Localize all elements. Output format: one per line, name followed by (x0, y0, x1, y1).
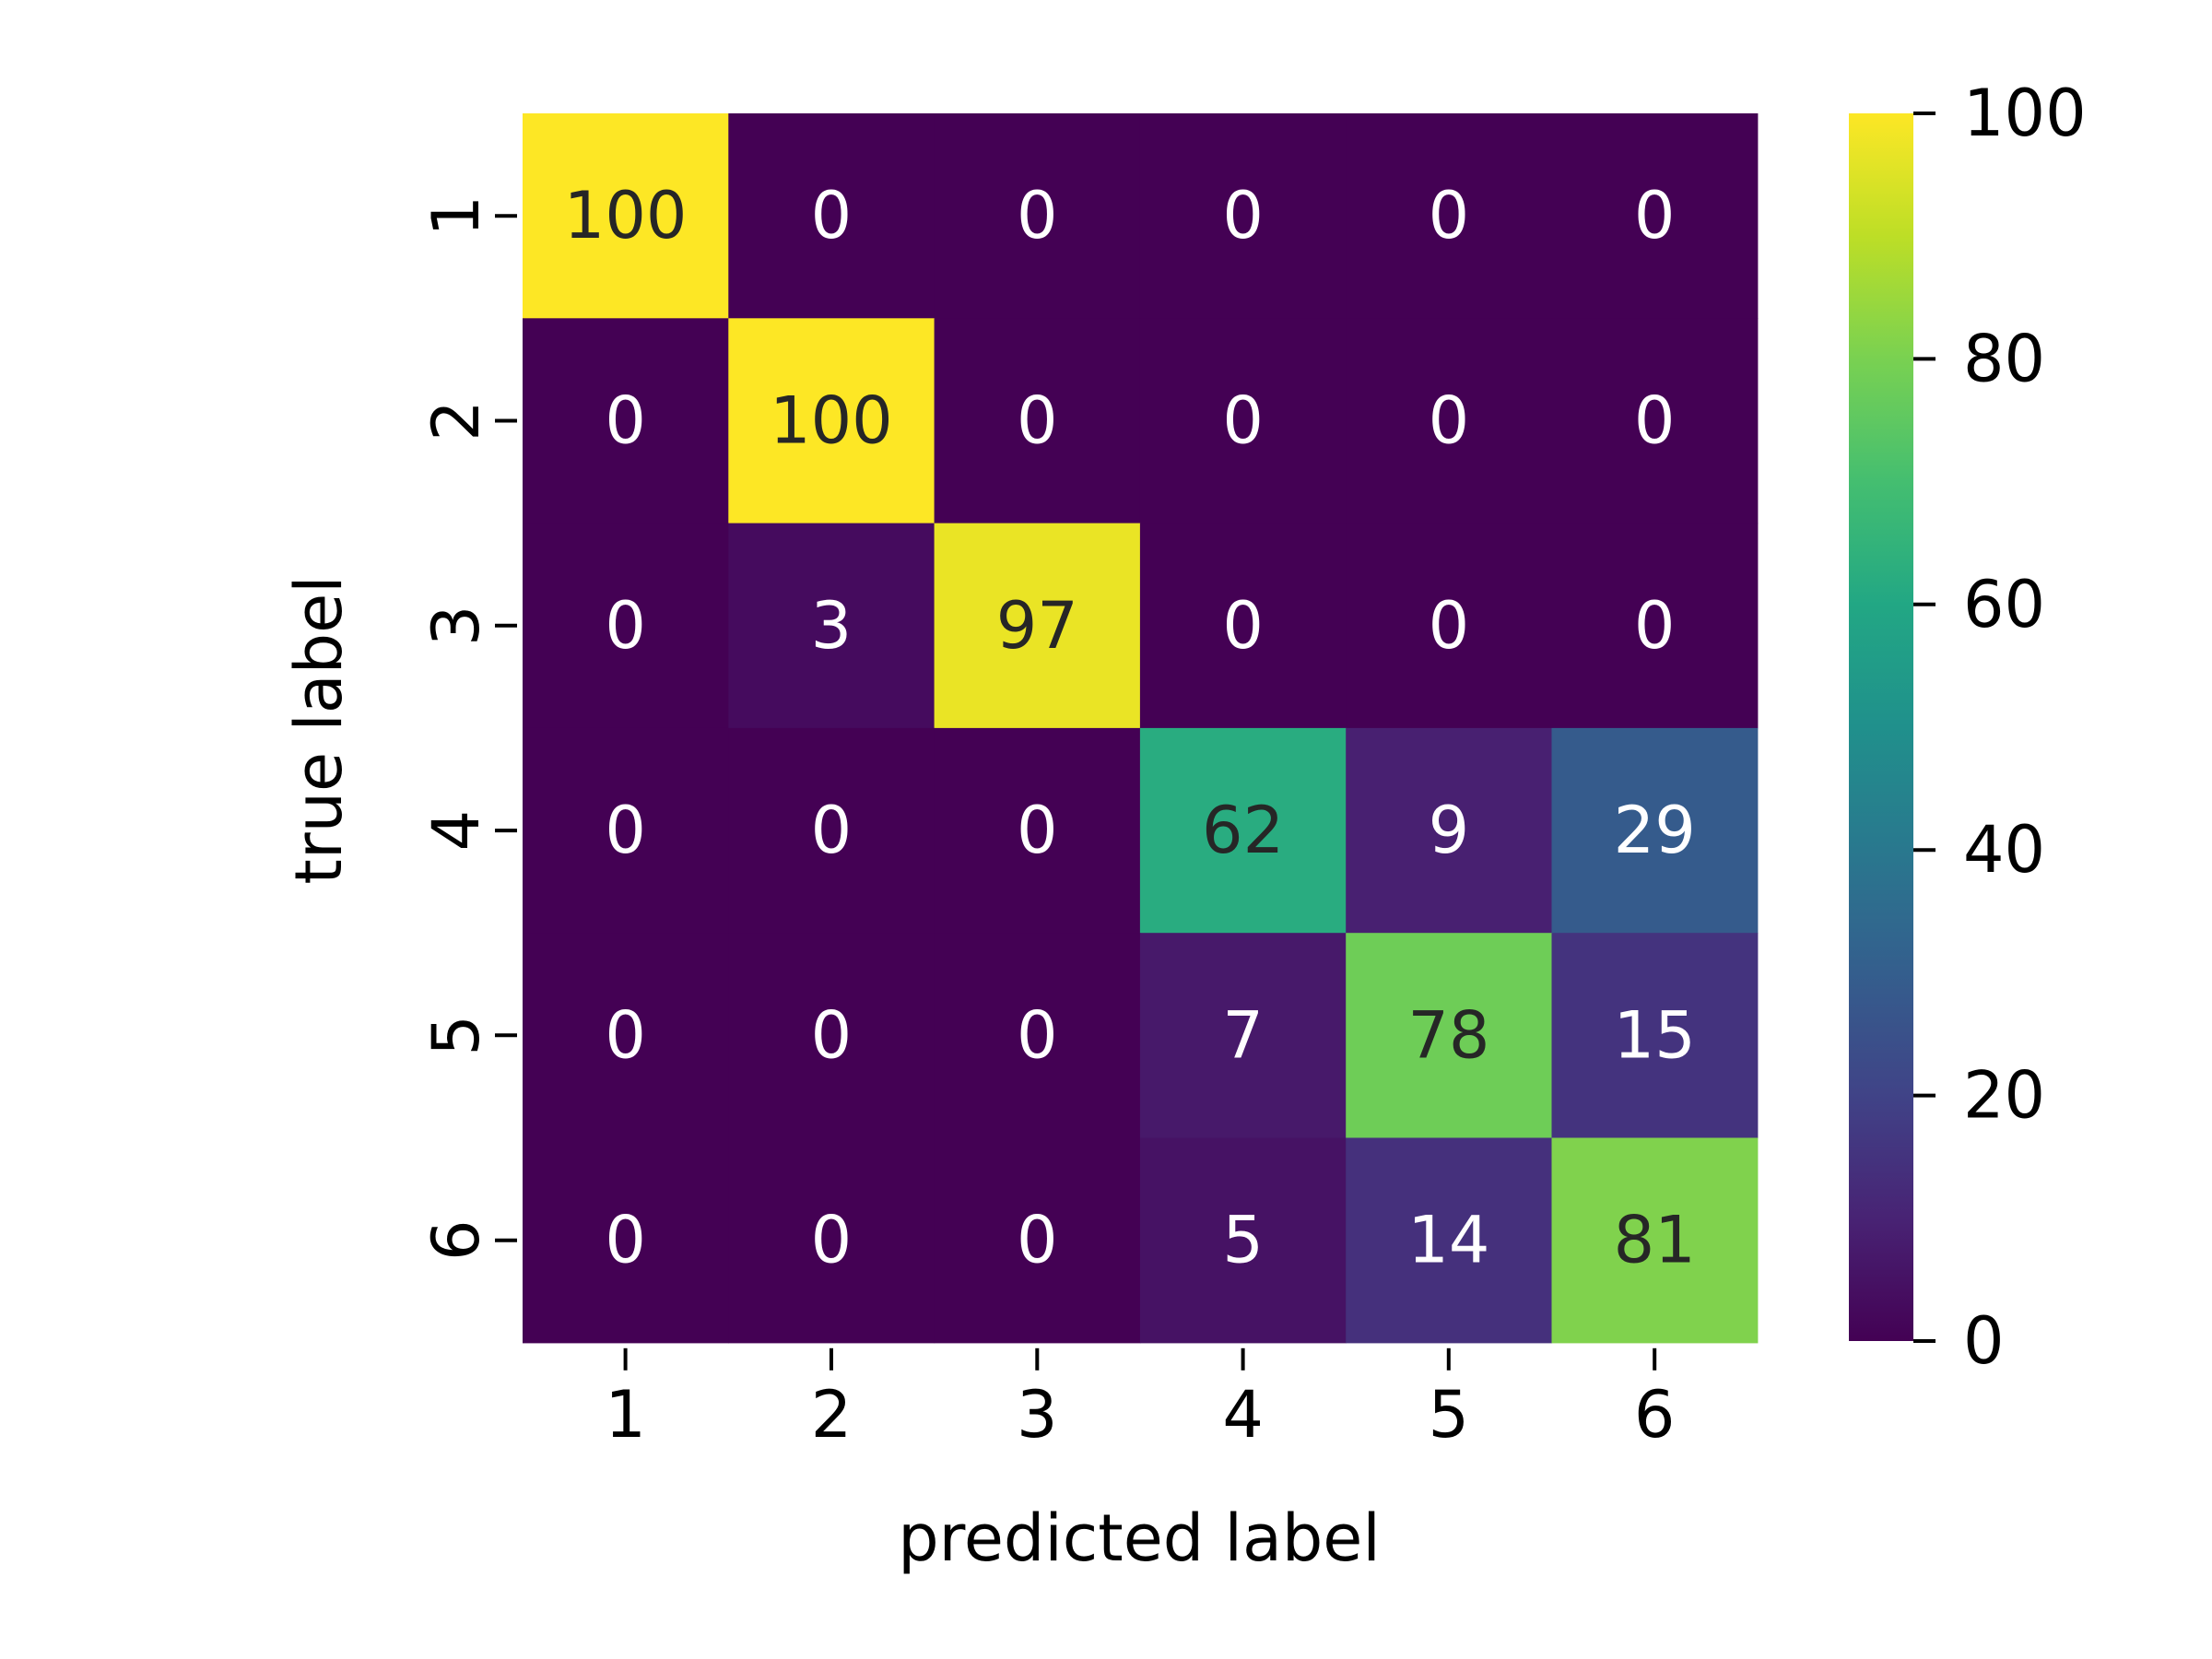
cell-value-label-r3-c6: 0 (1634, 588, 1676, 664)
cell-value-label-r4-c5: 9 (1429, 793, 1470, 868)
cell-value-label-r6-c1: 0 (605, 1203, 646, 1278)
heatmap-cell-r4-c4 (1139, 727, 1347, 934)
cell-value-label-r5-c1: 0 (605, 997, 646, 1073)
heatmap-cell-r5-c5 (1346, 933, 1553, 1139)
colorbar-tick-label: 40 (1963, 812, 2045, 888)
colorbar-tick-label: 100 (1963, 76, 2087, 151)
heatmap-cell-r2-c5 (1346, 318, 1553, 524)
heatmap-cell-r1-c5 (1346, 113, 1553, 319)
heatmap-cell-r6-c5 (1346, 1137, 1553, 1344)
cell-value-label-r3-c3: 97 (996, 588, 1078, 664)
heatmap-cell-r3-c4 (1139, 523, 1347, 729)
x-axis: 1 2 3 4 5 6 (605, 1347, 1676, 1453)
x-tick-label: 1 (605, 1377, 646, 1453)
heatmap-cell-r4-c6 (1551, 727, 1759, 934)
cell-value-label-r1-c2: 0 (811, 178, 853, 253)
colorbar-tick-label: 80 (1963, 321, 2045, 396)
y-tick-label: 6 (418, 1219, 494, 1261)
heatmap-cell-r6-c1 (523, 1137, 729, 1344)
heatmap-cell-r2-c4 (1139, 318, 1347, 524)
heatmap-cell-r4-c5 (1346, 727, 1553, 934)
y-tick-label: 3 (418, 606, 494, 647)
cell-value-label-r4-c3: 0 (1017, 793, 1058, 868)
cell-value-label-r1-c6: 0 (1634, 178, 1676, 253)
heatmap-cell-r3-c3 (934, 523, 1141, 729)
colorbar-tick-label: 20 (1963, 1058, 2045, 1134)
cell-value-label-r4-c2: 0 (811, 793, 853, 868)
heatmap-cell-r3-c6 (1551, 523, 1759, 729)
x-tick-label: 6 (1634, 1377, 1676, 1453)
heatmap-cell-r5-c3 (934, 933, 1141, 1139)
heatmap-cell-r1-c2 (728, 113, 935, 319)
x-axis-label: predicted label (898, 1500, 1381, 1576)
colorbar-gradient (1849, 113, 1913, 1341)
heatmap-cell-r3-c1 (523, 523, 729, 729)
heatmap-cell-r6-c6 (1551, 1137, 1759, 1344)
cell-value-label-r5-c4: 7 (1222, 997, 1264, 1073)
cell-value-label-r2-c5: 0 (1429, 383, 1470, 459)
cell-value-label-r1-c1: 100 (564, 178, 688, 253)
cell-value-label-r3-c1: 0 (605, 588, 646, 664)
heatmap-cell-r4-c2 (728, 727, 935, 934)
heatmap-cell-r2-c6 (1551, 318, 1759, 524)
y-axis-label: true label (281, 575, 357, 884)
heatmap-cell-r1-c1 (523, 113, 729, 319)
colorbar-tick-label: 60 (1963, 567, 2045, 642)
heatmap-cell-r6-c4 (1139, 1137, 1347, 1344)
cell-value-label-r5-c3: 0 (1017, 997, 1058, 1073)
cell-value-label-r2-c2: 100 (770, 383, 893, 459)
cell-value-label-r6-c2: 0 (811, 1203, 853, 1278)
heatmap-cell-r4-c1 (523, 727, 729, 934)
cell-value-label-r1-c4: 0 (1222, 178, 1264, 253)
cell-value-label-r6-c4: 5 (1222, 1203, 1264, 1278)
cell-value-label-r5-c5: 78 (1407, 997, 1489, 1073)
y-tick-label: 4 (418, 810, 494, 852)
cell-value-label-r5-c2: 0 (811, 997, 853, 1073)
heatmap-cell-r1-c3 (934, 113, 1141, 319)
heatmap-cell-r6-c3 (934, 1137, 1141, 1344)
cell-value-label-r2-c3: 0 (1017, 383, 1058, 459)
colorbar: 0 20 40 60 80 100 (1849, 76, 2087, 1379)
heatmap-cell-r2-c2 (728, 318, 935, 524)
cell-value-label-r3-c5: 0 (1429, 588, 1470, 664)
y-tick-label: 5 (418, 1015, 494, 1056)
heatmap-cell-r5-c1 (523, 933, 729, 1139)
heatmap-cell-r6-c2 (728, 1137, 935, 1344)
heatmap-cells (523, 113, 1759, 1344)
y-tick-label: 2 (418, 400, 494, 441)
x-tick-label: 4 (1222, 1377, 1264, 1453)
cell-value-label-r3-c2: 3 (811, 588, 853, 664)
y-axis: 1 2 3 4 5 6 (418, 195, 517, 1261)
heatmap-cell-r5-c2 (728, 933, 935, 1139)
cell-value-label-r4-c4: 62 (1202, 793, 1284, 868)
heatmap-cell-r2-c1 (523, 318, 729, 524)
cell-value-label-r2-c1: 0 (605, 383, 646, 459)
cell-value-label-r2-c4: 0 (1222, 383, 1264, 459)
cell-value-label-r3-c4: 0 (1222, 588, 1264, 664)
cell-value-label-r4-c6: 29 (1614, 793, 1696, 868)
cell-value-label-r4-c1: 0 (605, 793, 646, 868)
cell-value-label-r5-c6: 15 (1614, 997, 1696, 1073)
heatmap-cell-r1-c6 (1551, 113, 1759, 319)
cell-annotations: 100 0 0 0 0 0 0 100 0 0 0 0 0 3 97 0 0 0 0 0 0 62 9 29 0 0 0 7 78 15 0… (564, 178, 1696, 1278)
heatmap-cell-r2-c3 (934, 318, 1141, 524)
cell-value-label-r1-c3: 0 (1017, 178, 1058, 253)
heatmap-cell-r5-c4 (1139, 933, 1347, 1139)
cell-value-label-r6-c6: 81 (1614, 1203, 1696, 1278)
cell-value-label-r2-c6: 0 (1634, 383, 1676, 459)
colorbar-tick-label: 0 (1963, 1303, 2005, 1379)
cell-value-label-r1-c5: 0 (1429, 178, 1470, 253)
x-tick-label: 3 (1017, 1377, 1058, 1453)
heatmap-cell-r5-c6 (1551, 933, 1759, 1139)
heatmap-cell-r1-c4 (1139, 113, 1347, 319)
heatmap-cell-r3-c2 (728, 523, 935, 729)
y-tick-label: 1 (418, 195, 494, 237)
x-tick-label: 2 (811, 1377, 853, 1453)
cell-value-label-r6-c3: 0 (1017, 1203, 1058, 1278)
x-tick-label: 5 (1429, 1377, 1470, 1453)
heatmap-cell-r3-c5 (1346, 523, 1553, 729)
heatmap-cell-r4-c3 (934, 727, 1141, 934)
cell-value-label-r6-c5: 14 (1407, 1203, 1489, 1278)
